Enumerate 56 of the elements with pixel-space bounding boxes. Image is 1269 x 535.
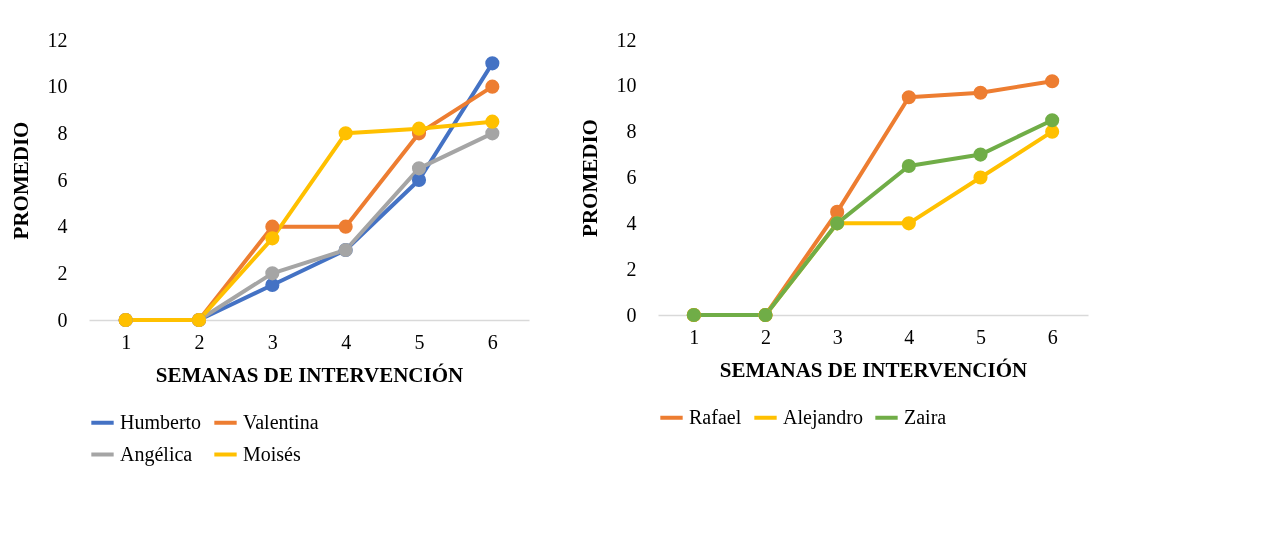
y-axis-title: PROMEDIO — [8, 121, 33, 240]
legend-label: Alejandro — [783, 405, 863, 429]
y-tick-label: 6 — [626, 166, 637, 188]
point — [265, 266, 280, 281]
x-tick-label: 6 — [1047, 325, 1058, 348]
point — [973, 170, 988, 185]
legend-label: Angélica — [120, 442, 193, 466]
y-tick-label: 4 — [626, 211, 637, 234]
point — [411, 161, 427, 176]
y-tick-label: 0 — [57, 308, 68, 331]
legend-label: Humberto — [120, 410, 202, 433]
point — [411, 121, 427, 136]
y-axis-title: PROMEDIO — [577, 119, 602, 237]
point — [973, 85, 988, 100]
y-tick-label: 8 — [626, 120, 637, 143]
point — [901, 158, 916, 174]
y-tick-label: 6 — [57, 168, 68, 191]
point — [485, 79, 500, 94]
x-tick-label: 4 — [341, 330, 352, 353]
point — [411, 172, 427, 188]
legend-label: Valentina — [243, 410, 319, 433]
x-tick-label: 2 — [761, 325, 771, 348]
point — [1045, 113, 1060, 128]
x-tick-label: 4 — [904, 325, 915, 348]
legend-label: Rafael — [689, 405, 742, 428]
y-tick-label: 10 — [47, 75, 68, 98]
y-tick-label: 12 — [616, 28, 637, 51]
point — [265, 231, 280, 246]
y-tick-label: 2 — [626, 257, 637, 280]
point — [901, 90, 916, 105]
x-axis-title: SEMANAS DE INTERVENCIÓN — [719, 357, 1028, 382]
point — [1045, 74, 1060, 89]
point — [265, 277, 280, 293]
y-tick-label: 10 — [616, 74, 637, 97]
x-tick-label: 1 — [121, 330, 132, 353]
legend-label: Zaira — [904, 405, 947, 428]
point — [901, 216, 916, 231]
y-tick-label: 12 — [47, 28, 68, 51]
point — [338, 126, 353, 141]
point — [485, 114, 500, 129]
point — [338, 219, 353, 234]
y-tick-label: 8 — [57, 121, 68, 144]
x-tick-label: 5 — [414, 330, 425, 353]
x-tick-label: 6 — [487, 330, 498, 353]
y-tick-label: 4 — [57, 215, 68, 238]
legend-label: Moisés — [243, 442, 301, 465]
x-tick-label: 1 — [689, 325, 700, 348]
x-tick-label: 2 — [194, 330, 205, 353]
y-tick-label: 2 — [57, 261, 68, 284]
x-axis-title: SEMANAS DE INTERVENCIÓN — [155, 362, 464, 387]
point — [485, 56, 500, 71]
x-tick-label: 5 — [976, 325, 986, 348]
point — [973, 147, 988, 162]
x-tick-label: 3 — [267, 330, 278, 353]
y-tick-label: 0 — [626, 303, 637, 326]
x-tick-label: 3 — [832, 325, 843, 348]
